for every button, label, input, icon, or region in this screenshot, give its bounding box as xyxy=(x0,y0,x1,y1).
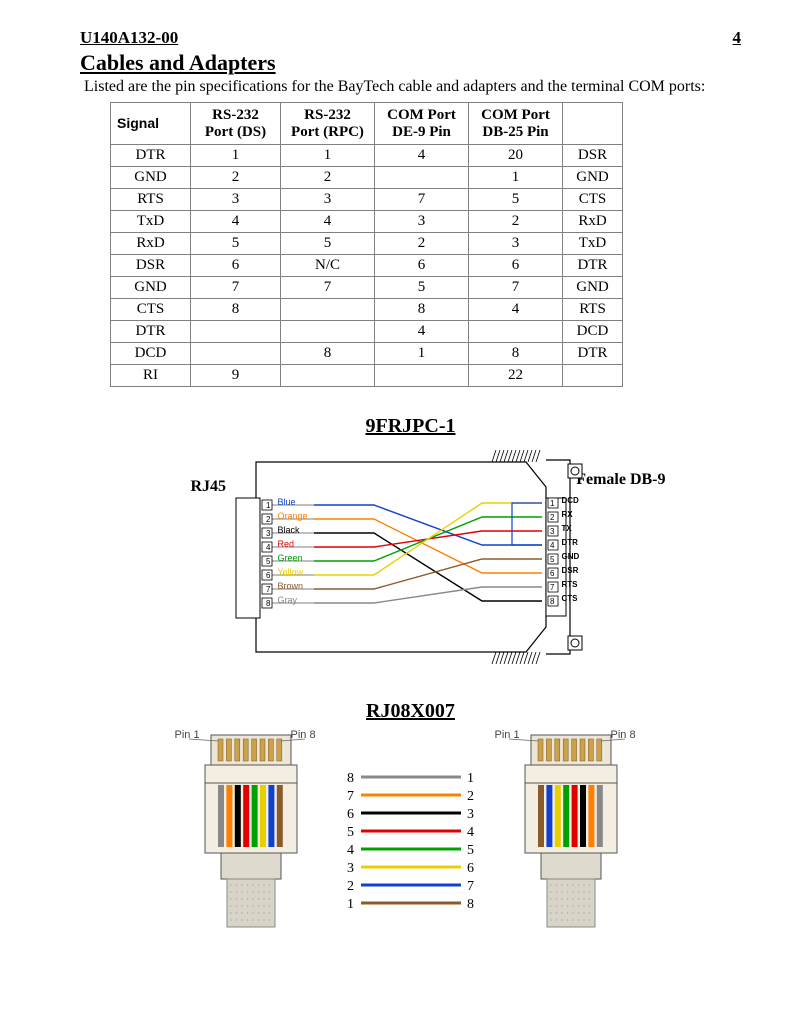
svg-text:1: 1 xyxy=(467,771,474,786)
diagram2-title: RJ08X007 xyxy=(80,700,741,723)
col-header xyxy=(563,103,623,145)
svg-text:2: 2 xyxy=(467,789,474,804)
svg-text:7: 7 xyxy=(550,583,555,592)
svg-text:2: 2 xyxy=(550,513,555,522)
wire-color-label: Green xyxy=(278,553,303,563)
table-row: RTS3375CTS xyxy=(111,189,623,211)
svg-text:5: 5 xyxy=(347,825,354,840)
svg-text:4: 4 xyxy=(347,843,354,858)
wire-color-label: Yellow xyxy=(278,567,304,577)
db9-pin-label: RTS xyxy=(562,580,578,589)
svg-text:8: 8 xyxy=(467,897,474,912)
svg-text:6: 6 xyxy=(266,571,271,580)
wire-color-label: Brown xyxy=(278,581,304,591)
svg-text:1: 1 xyxy=(347,897,354,912)
svg-text:5: 5 xyxy=(550,555,555,564)
db9-pin-label: DSR xyxy=(562,566,579,575)
pin-callout: Pin 1 xyxy=(495,729,520,741)
svg-text:3: 3 xyxy=(347,861,354,876)
wire-color-label: Blue xyxy=(278,497,296,507)
svg-text:3: 3 xyxy=(266,529,271,538)
table-row: DCD818DTR xyxy=(111,343,623,365)
svg-text:6: 6 xyxy=(550,569,555,578)
svg-text:2: 2 xyxy=(347,879,354,894)
pin-callout: Pin 1 xyxy=(175,729,200,741)
table-row: TxD4432RxD xyxy=(111,211,623,233)
wire-color-label: Orange xyxy=(278,511,308,521)
db9-pin-label: CTS xyxy=(562,594,578,603)
col-header: COM PortDE-9 Pin xyxy=(375,103,469,145)
table-row: RI922 xyxy=(111,365,623,387)
svg-text:6: 6 xyxy=(347,807,354,822)
pin-callout: Pin 8 xyxy=(291,729,316,741)
table-row: GND7757GND xyxy=(111,277,623,299)
table-row: DTR11420DSR xyxy=(111,145,623,167)
svg-text:4: 4 xyxy=(467,825,474,840)
svg-text:6: 6 xyxy=(467,861,474,876)
svg-text:1: 1 xyxy=(550,499,555,508)
col-header: RS-232Port (RPC) xyxy=(281,103,375,145)
svg-text:4: 4 xyxy=(266,543,271,552)
table-row: GND221GND xyxy=(111,167,623,189)
svg-text:5: 5 xyxy=(467,843,474,858)
db9-pin-label: DTR xyxy=(562,538,578,547)
table-row: DSR6N/C66DTR xyxy=(111,255,623,277)
pin-callout: Pin 8 xyxy=(611,729,636,741)
svg-text:5: 5 xyxy=(266,557,271,566)
svg-text:7: 7 xyxy=(467,879,474,894)
page-header: U140A132-00 4 xyxy=(80,28,741,48)
col-header: Signal xyxy=(111,103,191,145)
rj08-diagram: 8 1 7 2 6 3 5 4 4 5 3 6 2 7 1 8 Pin 1 Pin 8 Pin 1 Pin 8 xyxy=(161,727,661,977)
col-header: COM PortDB-25 Pin xyxy=(469,103,563,145)
table-row: CTS884RTS xyxy=(111,299,623,321)
svg-text:3: 3 xyxy=(550,527,555,536)
doc-id: U140A132-00 xyxy=(80,28,178,48)
wire-color-label: Red xyxy=(278,539,295,549)
diagram1-title: 9FRJPC-1 xyxy=(80,415,741,438)
svg-text:8: 8 xyxy=(266,599,271,608)
page-num: 4 xyxy=(733,28,742,48)
svg-text:2: 2 xyxy=(266,515,271,524)
svg-text:1: 1 xyxy=(266,501,271,510)
svg-text:8: 8 xyxy=(550,597,555,606)
table-row: RxD5523TxD xyxy=(111,233,623,255)
svg-text:4: 4 xyxy=(550,541,555,550)
svg-text:7: 7 xyxy=(347,789,354,804)
db9-pin-label: GND xyxy=(562,552,580,561)
adapter-diagram: RJ45 Female DB-9 1234567812345678 BlueOr… xyxy=(196,442,626,672)
db9-pin-label: TX xyxy=(562,524,572,533)
svg-text:7: 7 xyxy=(266,585,271,594)
svg-text:3: 3 xyxy=(467,807,474,822)
section-title: Cables and Adapters xyxy=(80,50,741,76)
wire-color-label: Black xyxy=(278,525,300,535)
col-header: RS-232Port (DS) xyxy=(191,103,281,145)
wire-color-label: Gray xyxy=(278,595,298,605)
svg-text:8: 8 xyxy=(347,771,354,786)
db9-pin-label: DCD xyxy=(562,496,579,505)
table-row: DTR4DCD xyxy=(111,321,623,343)
db9-pin-label: RX xyxy=(562,510,573,519)
section-intro: Listed are the pin specifications for th… xyxy=(84,78,741,96)
pin-table: SignalRS-232Port (DS)RS-232Port (RPC)COM… xyxy=(110,102,623,387)
